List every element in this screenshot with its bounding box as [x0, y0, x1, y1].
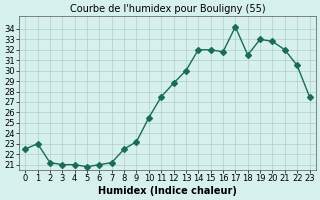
X-axis label: Humidex (Indice chaleur): Humidex (Indice chaleur) [98, 186, 237, 196]
Title: Courbe de l'humidex pour Bouligny (55): Courbe de l'humidex pour Bouligny (55) [69, 4, 265, 14]
